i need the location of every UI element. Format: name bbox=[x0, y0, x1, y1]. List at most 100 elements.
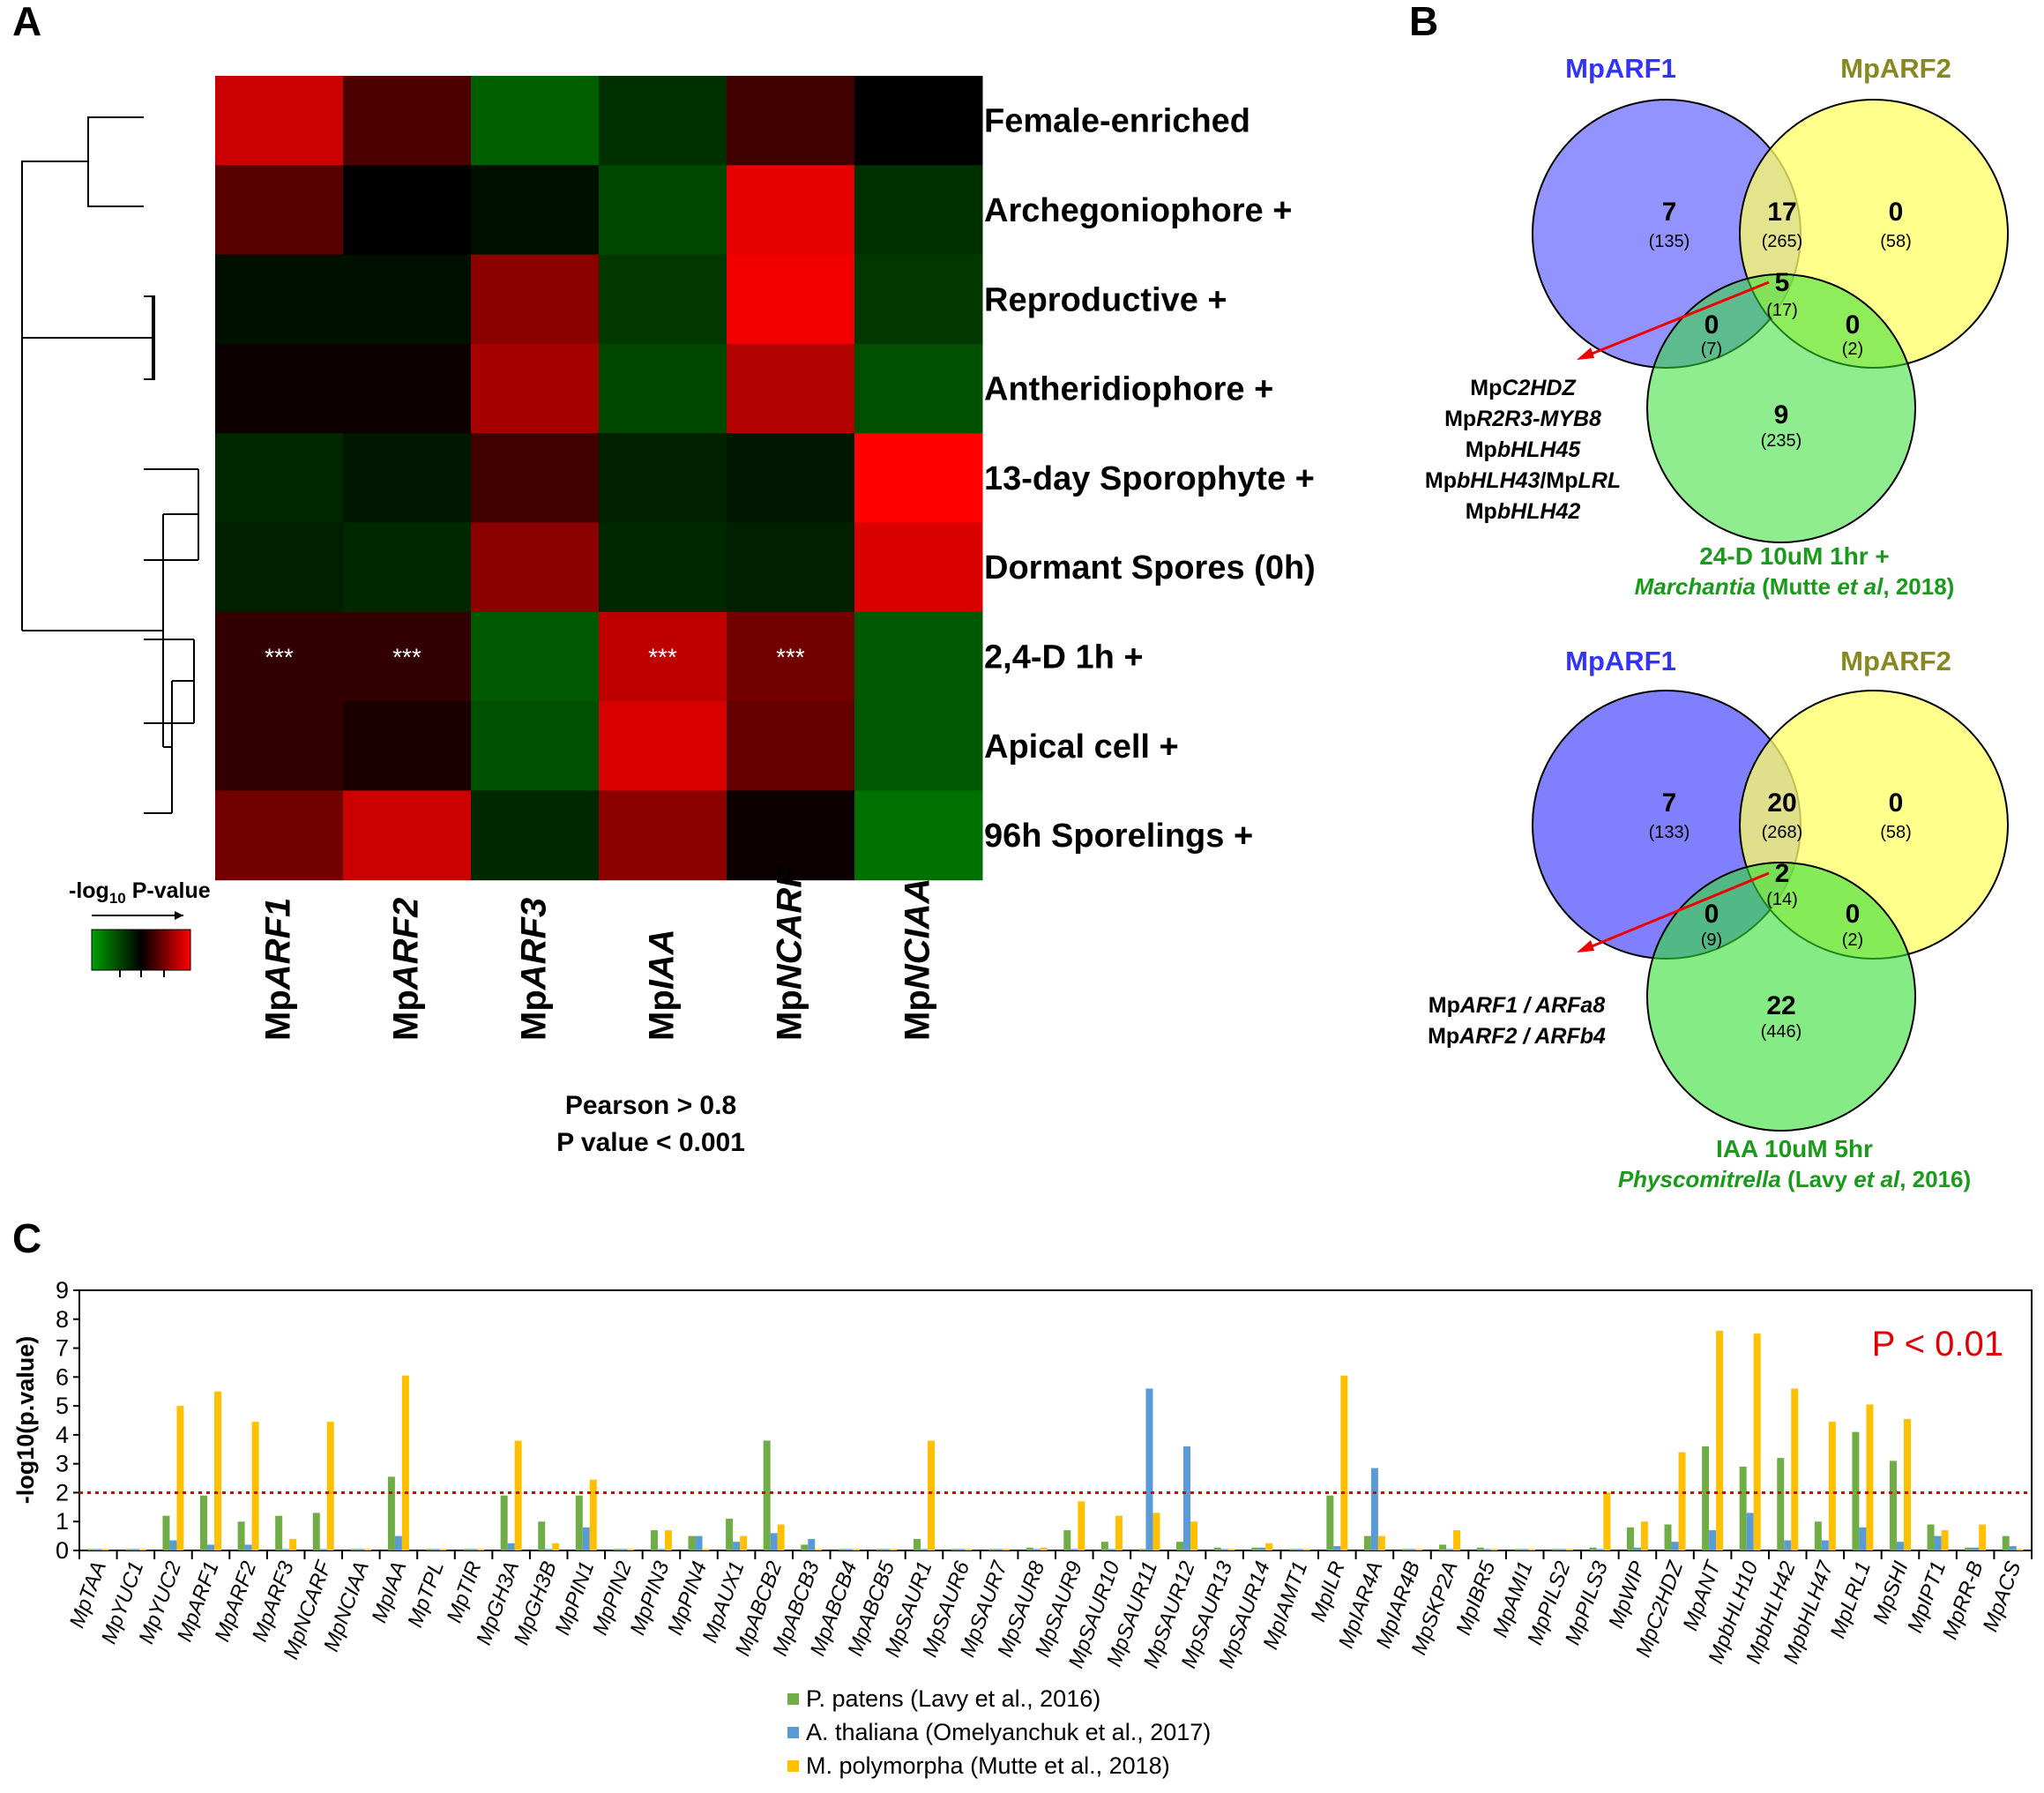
heatmap-column-label: MpARF1 bbox=[259, 898, 298, 1041]
venn1-treatment-label: 24-D 10uM 1hr + bbox=[1699, 542, 1890, 570]
bar bbox=[876, 1549, 884, 1550]
bar bbox=[1828, 1422, 1836, 1550]
heatmap-cell bbox=[471, 522, 600, 613]
heatmap-cell bbox=[727, 254, 855, 345]
gene-list-item: MpARF1 / ARFa8 bbox=[1429, 993, 1606, 1018]
venn1-count-arf1-only: 7 bbox=[1662, 198, 1677, 227]
heatmap-column-label: MpARF2 bbox=[387, 898, 426, 1041]
bar bbox=[1408, 1549, 1416, 1550]
bar bbox=[2016, 1549, 2024, 1550]
heatmap-row-label: 96h Sporelings + bbox=[984, 818, 1253, 855]
bar bbox=[470, 1549, 478, 1550]
venn2-count-arf2-only: 0 bbox=[1889, 788, 1904, 818]
bar bbox=[1702, 1446, 1710, 1550]
venn2-set-label-arf2: MpARF2 bbox=[1840, 646, 1951, 676]
heatmap-column-label: MpIAA bbox=[643, 929, 682, 1041]
venn2-count-arf1-arf2: 20 bbox=[1767, 788, 1796, 818]
bar bbox=[326, 1422, 334, 1550]
bar bbox=[1896, 1542, 1904, 1550]
y-tick-label: 3 bbox=[56, 1451, 69, 1477]
bar bbox=[1153, 1513, 1160, 1550]
column-label-prefix: Mp bbox=[259, 990, 298, 1041]
heatmap-cell bbox=[854, 701, 983, 791]
bar bbox=[1115, 1515, 1123, 1550]
heatmap-cell bbox=[599, 343, 727, 434]
y-tick-label: 7 bbox=[56, 1335, 69, 1362]
venn1-total-arf1-arf2: (265) bbox=[1762, 232, 1803, 251]
venn1-count-arf1-arf2: 17 bbox=[1767, 198, 1796, 227]
heatmap-cell bbox=[471, 165, 600, 256]
bar bbox=[845, 1549, 853, 1550]
bar bbox=[176, 1406, 184, 1550]
heatmap-cell bbox=[215, 343, 344, 434]
bar bbox=[1521, 1549, 1529, 1550]
venn2-arrow-head bbox=[1577, 940, 1594, 953]
bar bbox=[94, 1549, 102, 1550]
bar bbox=[387, 1476, 395, 1550]
column-label-gene: NCARF bbox=[771, 865, 809, 990]
bar bbox=[1288, 1549, 1296, 1550]
heatmap-cell bbox=[727, 343, 855, 434]
venn2-total-treatment-only: (446) bbox=[1761, 1022, 1802, 1042]
bar bbox=[1340, 1375, 1348, 1550]
heatmap-cell bbox=[215, 701, 344, 791]
venn1-set-label-arf2: MpARF2 bbox=[1840, 53, 1951, 84]
heatmap-cell bbox=[471, 611, 600, 702]
heatmap: *** *** *** *** bbox=[215, 76, 983, 881]
bar bbox=[657, 1549, 665, 1550]
heatmap-row-label: Archegoniophore + bbox=[984, 192, 1292, 229]
bar bbox=[357, 1549, 365, 1550]
bar bbox=[312, 1513, 320, 1550]
bar bbox=[1483, 1549, 1491, 1550]
bar bbox=[131, 1549, 139, 1550]
column-label-prefix: Mp bbox=[387, 990, 426, 1041]
heatmap-cell bbox=[471, 790, 600, 881]
column-label-gene: ARF3 bbox=[515, 898, 554, 990]
venn2-count-all-three: 2 bbox=[1775, 859, 1790, 888]
venn1-circle-treatment bbox=[1646, 273, 1916, 543]
venn1-total-arf2-only: (58) bbox=[1880, 232, 1912, 251]
gene-list-item: MpbHLH42 bbox=[1466, 499, 1581, 524]
heatmap-cell bbox=[599, 701, 727, 791]
bar bbox=[87, 1549, 95, 1550]
gene-list-item: MpR2R3-MYB8 bbox=[1444, 407, 1601, 431]
bar bbox=[507, 1543, 515, 1550]
bar bbox=[1528, 1549, 1536, 1550]
heatmap-cell bbox=[343, 790, 472, 881]
bar bbox=[1709, 1530, 1717, 1550]
heatmap-cell bbox=[343, 433, 472, 523]
threshold-label: P < 0.01 bbox=[1872, 1325, 2003, 1363]
x-category-label: MpILR bbox=[1306, 1558, 1350, 1625]
heatmap-cell bbox=[599, 522, 727, 613]
venn2-count-arf1-only: 7 bbox=[1662, 788, 1677, 818]
bar bbox=[589, 1479, 597, 1550]
bar bbox=[1514, 1549, 1522, 1550]
heatmap-cell bbox=[471, 343, 600, 434]
bar bbox=[733, 1542, 741, 1550]
bar bbox=[289, 1538, 297, 1550]
heatmap-cell bbox=[599, 611, 727, 702]
bar bbox=[1040, 1547, 1048, 1550]
significance-mark: *** bbox=[392, 643, 421, 670]
bar bbox=[1903, 1418, 1911, 1550]
significance-mark: *** bbox=[648, 643, 677, 670]
bar bbox=[1295, 1549, 1303, 1550]
venn1-gene-list: MpC2HDZ MpR2R3-MYB8 MpbHLH45 MpbHLH43/MpLRL… bbox=[1425, 376, 1621, 524]
heatmap-cell bbox=[343, 343, 472, 434]
heatmap-cell bbox=[343, 611, 472, 702]
column-label-prefix: Mp bbox=[515, 990, 554, 1041]
heatmap-cell bbox=[727, 611, 855, 702]
venn2-total-arf1-treatment: (9) bbox=[1701, 930, 1722, 950]
bar bbox=[801, 1544, 809, 1550]
venn1-citation: Marchantia (Mutte et al, 2018) bbox=[1635, 573, 1955, 600]
bar bbox=[664, 1530, 672, 1550]
heatmap-cell bbox=[854, 76, 983, 166]
venn2-circle-treatment bbox=[1646, 862, 1916, 1132]
heatmap-column-label: MpARF3 bbox=[515, 898, 554, 1041]
venn2-total-arf1-only: (133) bbox=[1649, 823, 1690, 842]
bar bbox=[275, 1515, 283, 1550]
venn1-count-all-three: 5 bbox=[1775, 268, 1790, 297]
bar bbox=[740, 1535, 748, 1550]
bar bbox=[439, 1549, 447, 1550]
bar-chart-ylabel: -log10(p.value) bbox=[12, 1336, 39, 1505]
